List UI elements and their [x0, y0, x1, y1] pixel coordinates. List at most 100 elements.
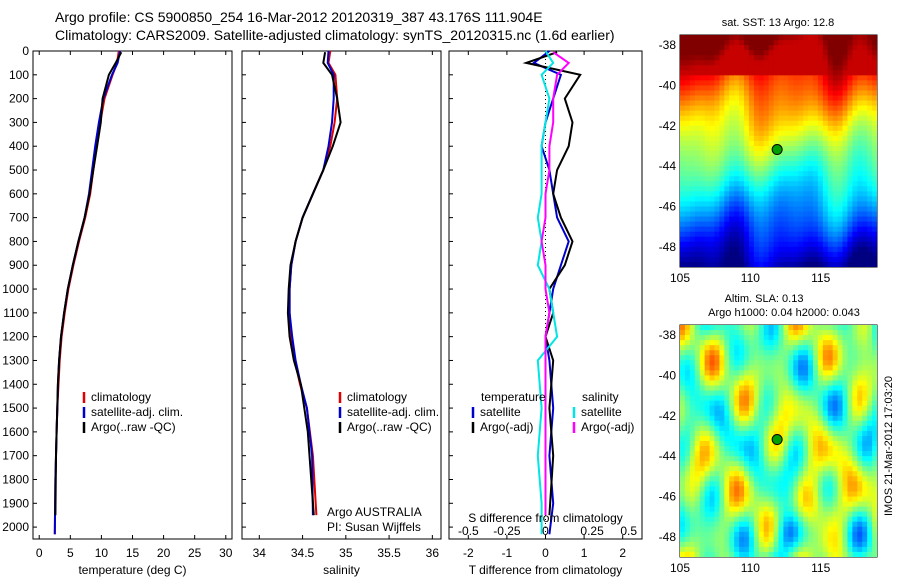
map-cell: [862, 435, 868, 442]
map-cell: [719, 156, 725, 162]
map-cell: [699, 125, 706, 132]
map-cell: [744, 65, 750, 71]
map-cell: [847, 536, 853, 543]
map-cell: [812, 135, 819, 142]
map-cell: [783, 35, 789, 41]
map-cell: [827, 206, 834, 213]
map-cell: [822, 466, 829, 472]
map-cell: [778, 526, 785, 533]
map-cell: [847, 446, 853, 452]
map-cell: [709, 400, 716, 407]
map-cell: [793, 181, 799, 187]
map-cell: [739, 506, 745, 513]
map-cell: [753, 80, 760, 87]
map-y-tick-label: -38: [659, 328, 677, 342]
map-cell: [817, 375, 824, 382]
map-cell: [758, 55, 765, 61]
map-cell: [793, 390, 799, 397]
map-cell: [827, 451, 834, 457]
map-cell: [744, 536, 750, 543]
map-cell: [744, 385, 750, 392]
map-cell: [837, 186, 844, 192]
map-cell: [867, 50, 873, 56]
map-cell: [837, 256, 844, 263]
map-cell: [837, 541, 844, 548]
map-cell: [798, 135, 804, 142]
map-cell: [763, 486, 770, 493]
map-x-tick-label: 110: [741, 271, 760, 285]
map-cell: [812, 370, 819, 377]
map-cell: [744, 395, 750, 402]
map-cell: [719, 191, 725, 197]
map-cell: [739, 256, 745, 263]
map-cell: [872, 340, 877, 346]
map-cell: [827, 420, 834, 427]
map-cell: [714, 145, 720, 152]
map-cell: [862, 65, 868, 71]
map-cell: [699, 110, 706, 117]
map-cell: [788, 511, 794, 518]
map-cell: [758, 360, 765, 366]
map-cell: [862, 145, 868, 152]
map-cell: [680, 435, 686, 442]
map-cell: [704, 231, 711, 238]
map-cell: [729, 476, 735, 482]
map-cell: [719, 211, 725, 218]
map-cell: [842, 241, 849, 248]
map-cell: [709, 115, 716, 122]
map-cell: [729, 151, 735, 157]
map-cell: [753, 251, 760, 258]
map-cell: [734, 125, 740, 132]
map-cell: [808, 435, 814, 442]
map-cell: [872, 201, 877, 208]
map-cell: [689, 246, 696, 253]
map-cell: [744, 551, 750, 557]
map-cell: [827, 461, 834, 467]
map-cell: [724, 345, 730, 351]
map-cell: [689, 466, 696, 472]
map-cell: [744, 345, 750, 351]
map-cell: [680, 325, 686, 331]
map-cell: [857, 110, 863, 117]
map-cell: [842, 181, 849, 187]
map-cell: [739, 415, 745, 422]
map-cell: [837, 110, 844, 117]
map-cell: [684, 256, 691, 263]
map-cell: [803, 125, 809, 132]
map-cell: [709, 425, 716, 432]
map-cell: [783, 350, 789, 356]
map-cell: [729, 196, 735, 203]
map-cell: [729, 216, 735, 223]
map-cell: [694, 115, 701, 122]
map-cell: [872, 521, 877, 528]
map-cell: [689, 201, 696, 208]
map-cell: [689, 425, 696, 432]
map-cell: [758, 40, 765, 46]
map-cell: [867, 345, 873, 351]
map-cell: [783, 390, 789, 397]
map-cell: [689, 256, 696, 263]
map-cell: [788, 506, 794, 513]
map-cell: [773, 181, 780, 187]
map-cell: [817, 145, 824, 152]
map-cell: [832, 70, 839, 76]
map-cell: [832, 211, 839, 218]
map-cell: [763, 400, 770, 407]
map-cell: [832, 216, 839, 223]
map-cell: [753, 430, 760, 437]
map-cell: [817, 385, 824, 392]
map-cell: [798, 496, 804, 503]
map-cell: [763, 546, 770, 553]
map-cell: [773, 216, 780, 223]
map-cell: [680, 226, 686, 233]
map-cell: [778, 461, 785, 467]
map-cell: [827, 435, 834, 442]
map-cell: [812, 176, 819, 182]
map-cell: [714, 350, 720, 356]
map-cell: [798, 435, 804, 442]
map-cell: [699, 410, 706, 417]
map-cell: [808, 70, 814, 76]
map-cell: [847, 231, 853, 238]
map-cell: [817, 80, 824, 87]
map-cell: [758, 486, 765, 493]
